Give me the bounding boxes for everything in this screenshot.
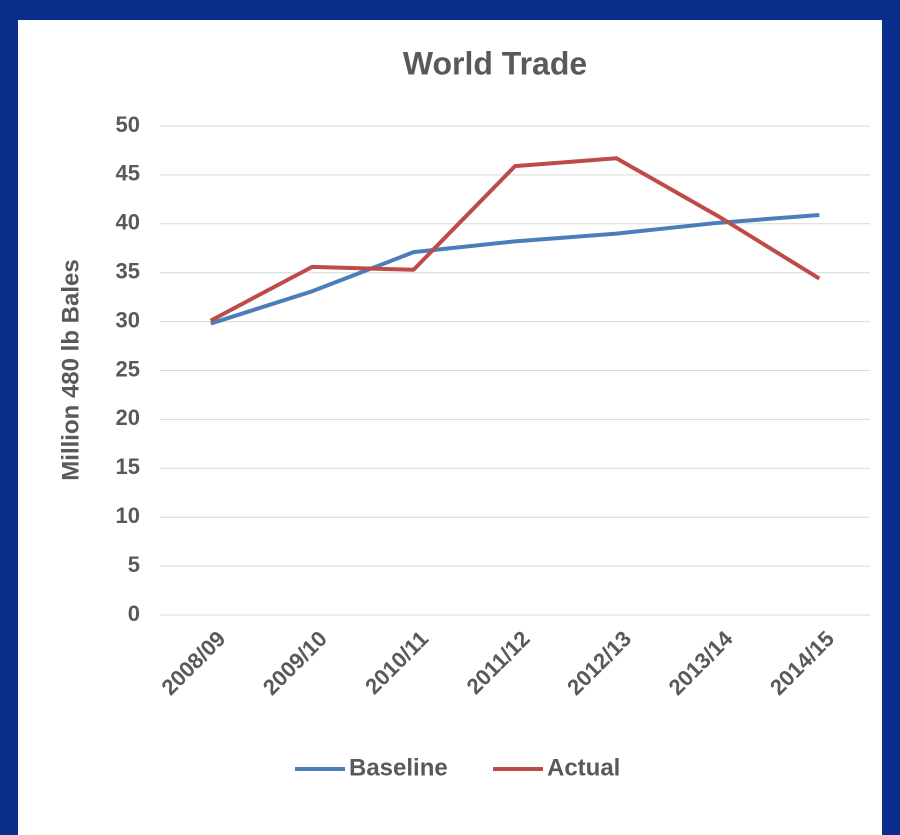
y-tick-label: 5 <box>128 552 140 577</box>
y-tick-label: 15 <box>116 454 140 479</box>
legend-label: Baseline <box>349 754 448 781</box>
y-tick-label: 25 <box>116 356 140 381</box>
series-line <box>209 156 821 323</box>
y-tick-label: 45 <box>116 161 140 186</box>
y-axis-title: Million 480 lb Bales <box>57 259 84 480</box>
series-line <box>210 213 820 326</box>
y-tick-label: 35 <box>116 259 140 284</box>
chart-title: World Trade <box>403 45 587 81</box>
y-tick-label: 0 <box>128 601 140 626</box>
chart-panel <box>18 20 882 835</box>
y-tick-label: 30 <box>116 307 140 332</box>
y-tick-label: 40 <box>116 210 140 235</box>
y-tick-label: 50 <box>116 112 140 137</box>
y-tick-label: 20 <box>116 405 140 430</box>
legend-label: Actual <box>547 754 620 781</box>
y-tick-label: 10 <box>116 503 140 528</box>
